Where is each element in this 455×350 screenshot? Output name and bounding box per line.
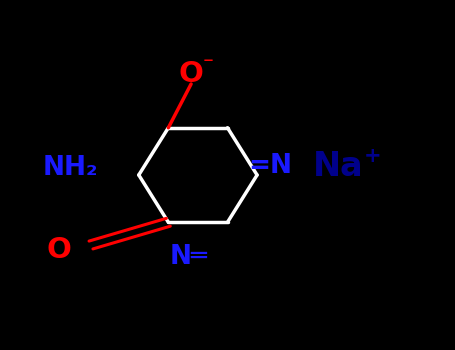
Text: N═: N═ [170,244,208,270]
Text: O: O [47,236,71,264]
Text: Na: Na [313,150,364,183]
Text: ⁻: ⁻ [203,55,214,75]
Text: =N: =N [249,153,293,179]
Text: NH₂: NH₂ [43,155,98,181]
Text: +: + [364,146,382,166]
Text: O: O [179,60,203,88]
